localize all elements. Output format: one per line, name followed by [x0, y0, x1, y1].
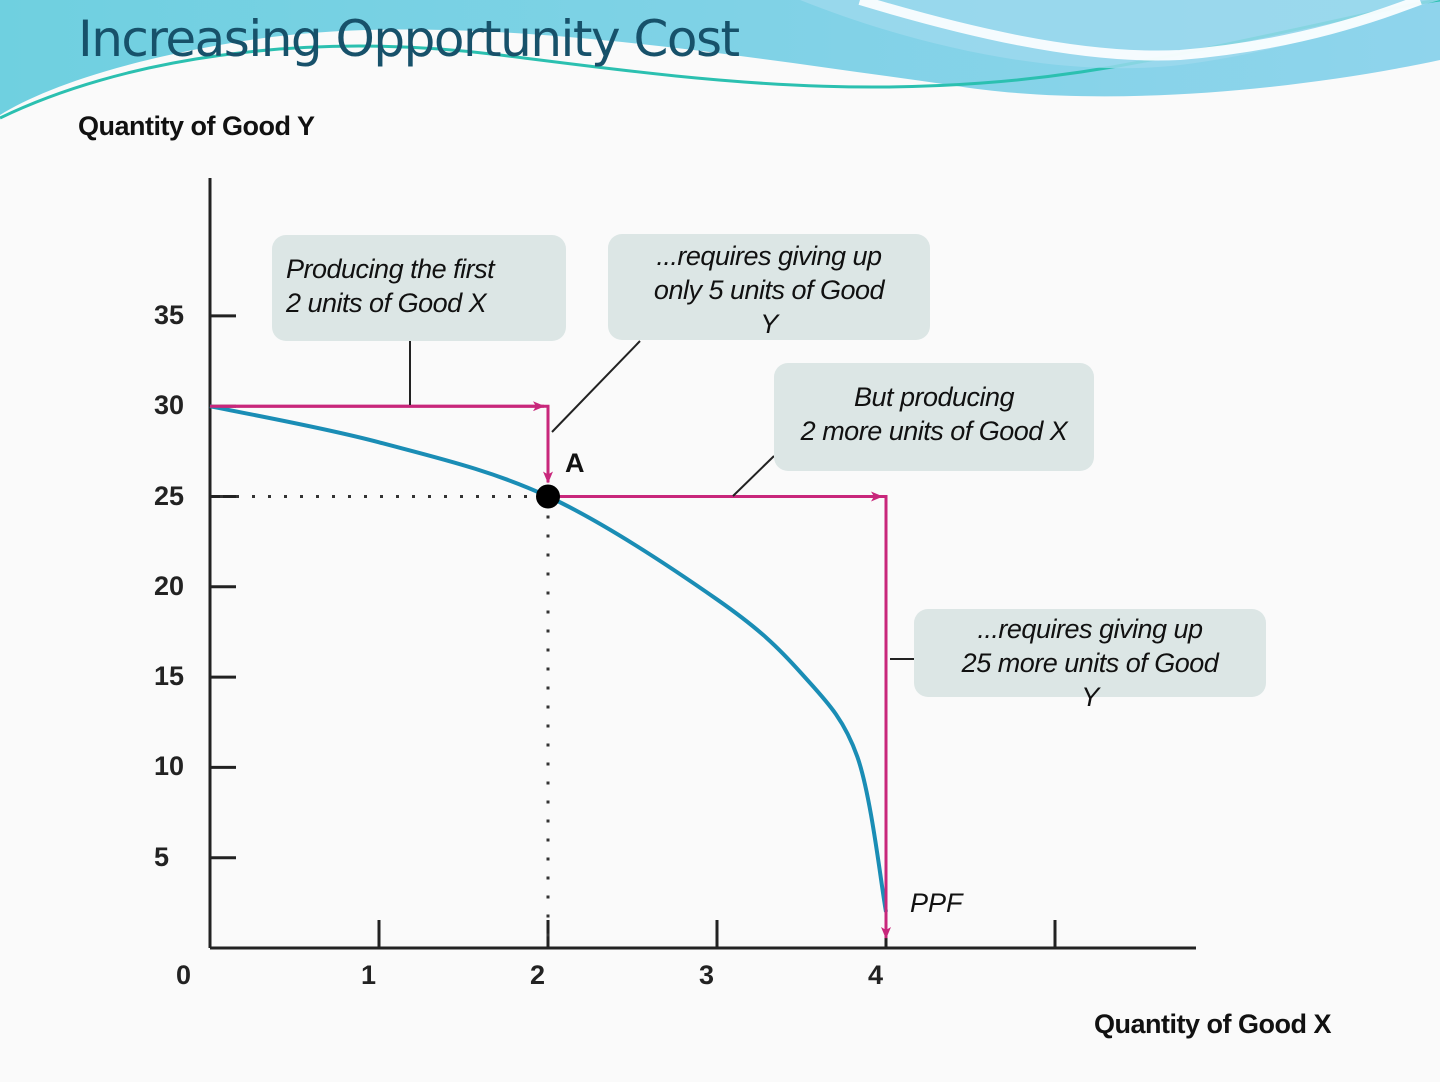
point-a-label: A — [565, 448, 585, 478]
y-tick-label: 20 — [154, 570, 185, 601]
annotation-box-3: But producing 2 more units of Good X — [774, 363, 1094, 471]
y-tick-label: 5 — [154, 841, 170, 872]
annotation-box-2: ...requires giving up only 5 units of Go… — [608, 234, 930, 340]
annotation-text: 2 units of Good X — [286, 288, 487, 318]
x-axis-label: Quantity of Good X — [1094, 1009, 1331, 1039]
x-tick-label: 0 — [176, 960, 192, 990]
y-tick-label: 30 — [154, 390, 185, 421]
y-tick-label: 15 — [154, 661, 185, 692]
ppf-label: PPF — [910, 888, 963, 918]
annotation-text: only 5 units of Good — [653, 275, 885, 305]
annotation-text: Y — [1081, 682, 1099, 712]
annotation-text: 2 more units of Good X — [800, 416, 1068, 446]
x-tick-label: 1 — [361, 960, 377, 990]
x-tick-label: 2 — [530, 960, 546, 990]
y-tick-label: 35 — [154, 299, 185, 330]
leader-line — [732, 455, 775, 497]
leader-line — [551, 340, 641, 433]
arrow-next-2-units — [548, 495, 891, 939]
x-tick-label: 4 — [868, 960, 884, 990]
y-tick-label: 10 — [154, 751, 185, 782]
annotation-box-4: ...requires giving up 25 more units of G… — [914, 609, 1266, 712]
annotation-text: ...requires giving up — [977, 614, 1203, 644]
ppf-curve — [209, 404, 888, 913]
y-axis-label: Quantity of Good Y — [78, 111, 315, 141]
annotation-text: Producing the first — [286, 254, 495, 284]
point-a-marker — [536, 484, 560, 509]
x-tick-label: 3 — [699, 960, 715, 990]
annotation-box-1: Producing the first 2 units of Good X — [272, 235, 566, 341]
y-tick-label: 25 — [154, 480, 185, 511]
slide-title: Increasing Opportunity Cost — [78, 10, 740, 68]
annotation-text: ...requires giving up — [656, 241, 882, 271]
annotation-text: But producing — [853, 382, 1015, 412]
annotation-text: 25 more units of Good — [961, 648, 1219, 678]
annotation-text: Y — [760, 309, 778, 339]
